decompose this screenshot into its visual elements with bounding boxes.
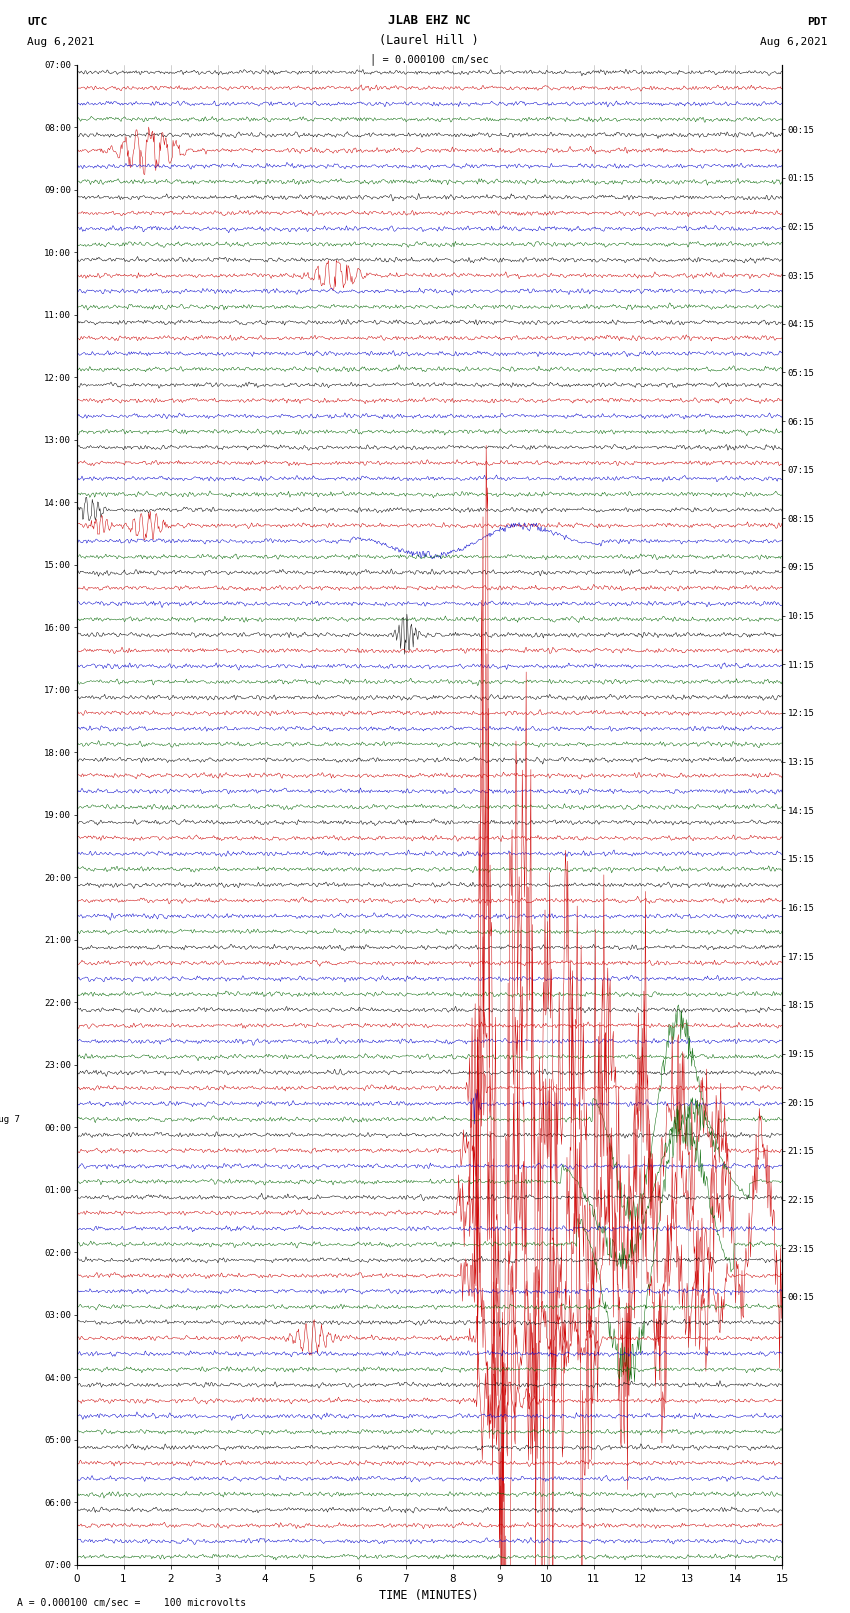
Text: │ = 0.000100 cm/sec: │ = 0.000100 cm/sec [370,53,489,65]
Text: Aug 6,2021: Aug 6,2021 [27,37,94,47]
X-axis label: TIME (MINUTES): TIME (MINUTES) [379,1589,479,1602]
Text: (Laurel Hill ): (Laurel Hill ) [379,34,479,47]
Text: PDT: PDT [808,18,828,27]
Text: Aug 6,2021: Aug 6,2021 [761,37,828,47]
Text: A = 0.000100 cm/sec =    100 microvolts: A = 0.000100 cm/sec = 100 microvolts [17,1598,246,1608]
Text: JLAB EHZ NC: JLAB EHZ NC [388,15,471,27]
Text: Aug 7: Aug 7 [0,1115,20,1124]
Text: UTC: UTC [27,18,48,27]
